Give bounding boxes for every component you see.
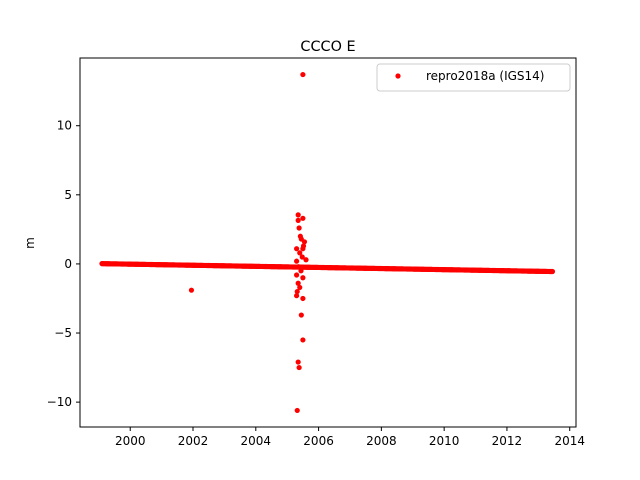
data-point — [295, 217, 301, 223]
data-point — [295, 264, 302, 270]
data-point — [295, 280, 301, 286]
data-point — [298, 268, 304, 274]
data-point — [297, 250, 303, 256]
x-tick-label: 2002 — [178, 434, 209, 448]
data-point — [300, 337, 306, 343]
legend-label: repro2018a (IGS14) — [426, 69, 544, 83]
x-tick-label: 2010 — [429, 434, 460, 448]
x-tick-label: 2006 — [303, 434, 334, 448]
legend-marker — [395, 73, 401, 79]
plot-area — [99, 71, 556, 414]
legend-box — [376, 63, 571, 92]
data-point — [297, 284, 303, 291]
data-point — [300, 275, 306, 281]
y-tick-label: 10 — [57, 119, 72, 133]
axes-frame — [79, 57, 577, 428]
data-point — [294, 288, 300, 295]
x-tick-label: 2012 — [492, 434, 523, 448]
data-point — [300, 71, 306, 78]
data-point — [294, 293, 300, 299]
y-axis-label: m — [23, 237, 37, 249]
y-tick-label: −10 — [47, 395, 72, 409]
data-point — [298, 312, 304, 318]
y-tick-label: −5 — [54, 326, 72, 340]
x-tick-label: 2004 — [241, 434, 272, 448]
data-point — [294, 246, 300, 252]
x-tick-label: 2008 — [366, 434, 397, 448]
x-tick-label: 2014 — [554, 434, 585, 448]
x-tick-label: 2000 — [115, 434, 146, 448]
axes: 2000 2002 2004 2006 2008 2010 2012 2014 −10 −5 0 5 1… — [47, 57, 585, 448]
y-tick-label: 5 — [64, 188, 72, 202]
y-tick-label: 0 — [64, 257, 72, 271]
data-point — [549, 268, 556, 275]
data-point — [295, 212, 301, 218]
data-point — [301, 239, 308, 245]
legend: repro2018a (IGS14) — [376, 63, 571, 92]
data-point — [300, 246, 306, 252]
data-point — [303, 257, 309, 263]
data-point — [294, 258, 300, 264]
data-point — [300, 215, 306, 221]
data-point — [296, 364, 302, 371]
data-point — [294, 272, 300, 278]
data-point — [294, 407, 300, 414]
data-point — [296, 225, 302, 231]
data-point — [299, 254, 305, 260]
data-point — [300, 295, 306, 302]
data-point — [188, 287, 195, 293]
data-point — [295, 359, 301, 365]
chart-title: CCCO E — [300, 39, 355, 55]
